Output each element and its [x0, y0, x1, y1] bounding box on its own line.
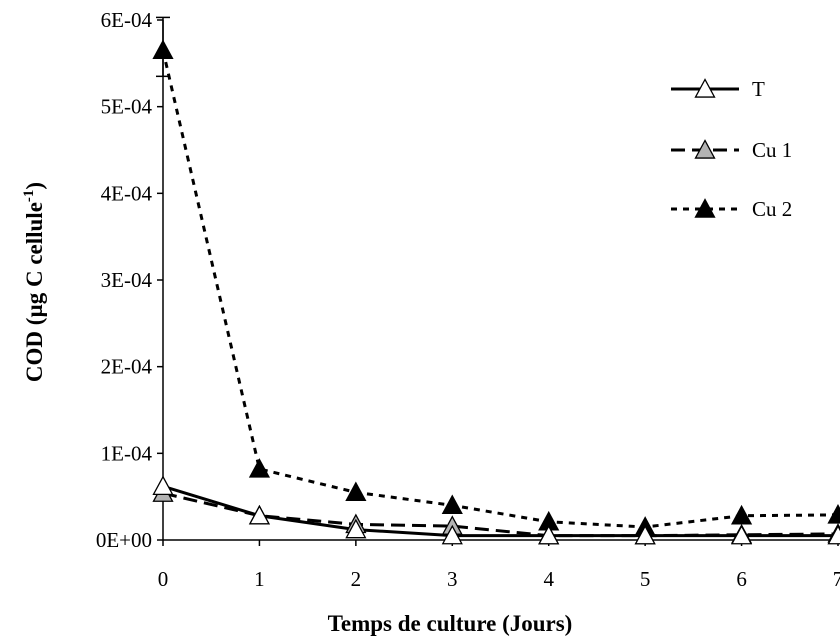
y-tick-label: 2E-04 [101, 355, 153, 379]
x-tick-label: 3 [447, 567, 458, 591]
data-point-t [538, 524, 560, 545]
legend-marker-t [694, 78, 716, 98]
y-axis-title-main: COD (µg C cellule [22, 202, 47, 382]
series-line-cu-2 [161, 49, 839, 529]
y-tick-label: 0E+00 [96, 528, 152, 552]
data-point-cu-2 [730, 504, 753, 525]
data-point-t [248, 504, 271, 525]
data-point-t [634, 524, 656, 545]
x-tick-label: 0 [158, 567, 169, 591]
y-tick-label: 1E-04 [101, 441, 153, 465]
x-tick-label: 6 [736, 567, 747, 591]
data-point-t [152, 475, 174, 495]
legend-label-t: T [752, 77, 765, 101]
y-axis-title-superscript: -1 [21, 190, 37, 203]
legend-label-cu-2: Cu 2 [752, 197, 792, 221]
x-tick-label: 2 [351, 567, 362, 591]
x-tick-label: 7 [833, 567, 840, 591]
data-point-t [441, 524, 463, 545]
x-tick-label: 1 [254, 567, 265, 591]
data-point-cu-2 [248, 458, 271, 478]
y-tick-label: 4E-04 [101, 181, 153, 205]
y-tick-label: 6E-04 [101, 8, 153, 32]
y-axis-title: COD (µg C cellule-1) [21, 182, 47, 382]
data-point-cu-2 [152, 39, 174, 60]
legend: T Cu 1 Cu 2 [671, 77, 792, 221]
legend-label-cu-1: Cu 1 [752, 138, 792, 162]
data-point-t [730, 524, 753, 545]
data-point-cu-2 [441, 494, 463, 515]
data-point-t [345, 518, 367, 539]
data-point-t [827, 524, 840, 545]
series-line-t [162, 484, 838, 538]
x-tick-label: 5 [640, 567, 651, 591]
y-axis-title-close: ) [22, 182, 47, 190]
y-tick-label: 3E-04 [101, 268, 153, 292]
legend-marker-cu-2 [694, 198, 716, 218]
x-tick-label: 4 [543, 567, 554, 591]
data-point-cu-2 [345, 481, 367, 502]
x-axis-title: Temps de culture (Jours) [328, 611, 573, 636]
plot-layer: 0E+00 1E-04 2E-04 3E-04 4E-04 5E-04 6E-04 0 1 2 3 4… [96, 8, 840, 591]
legend-marker-cu-1 [694, 139, 716, 159]
y-tick-label: 5E-04 [101, 95, 153, 119]
data-point-cu-2 [827, 503, 840, 524]
